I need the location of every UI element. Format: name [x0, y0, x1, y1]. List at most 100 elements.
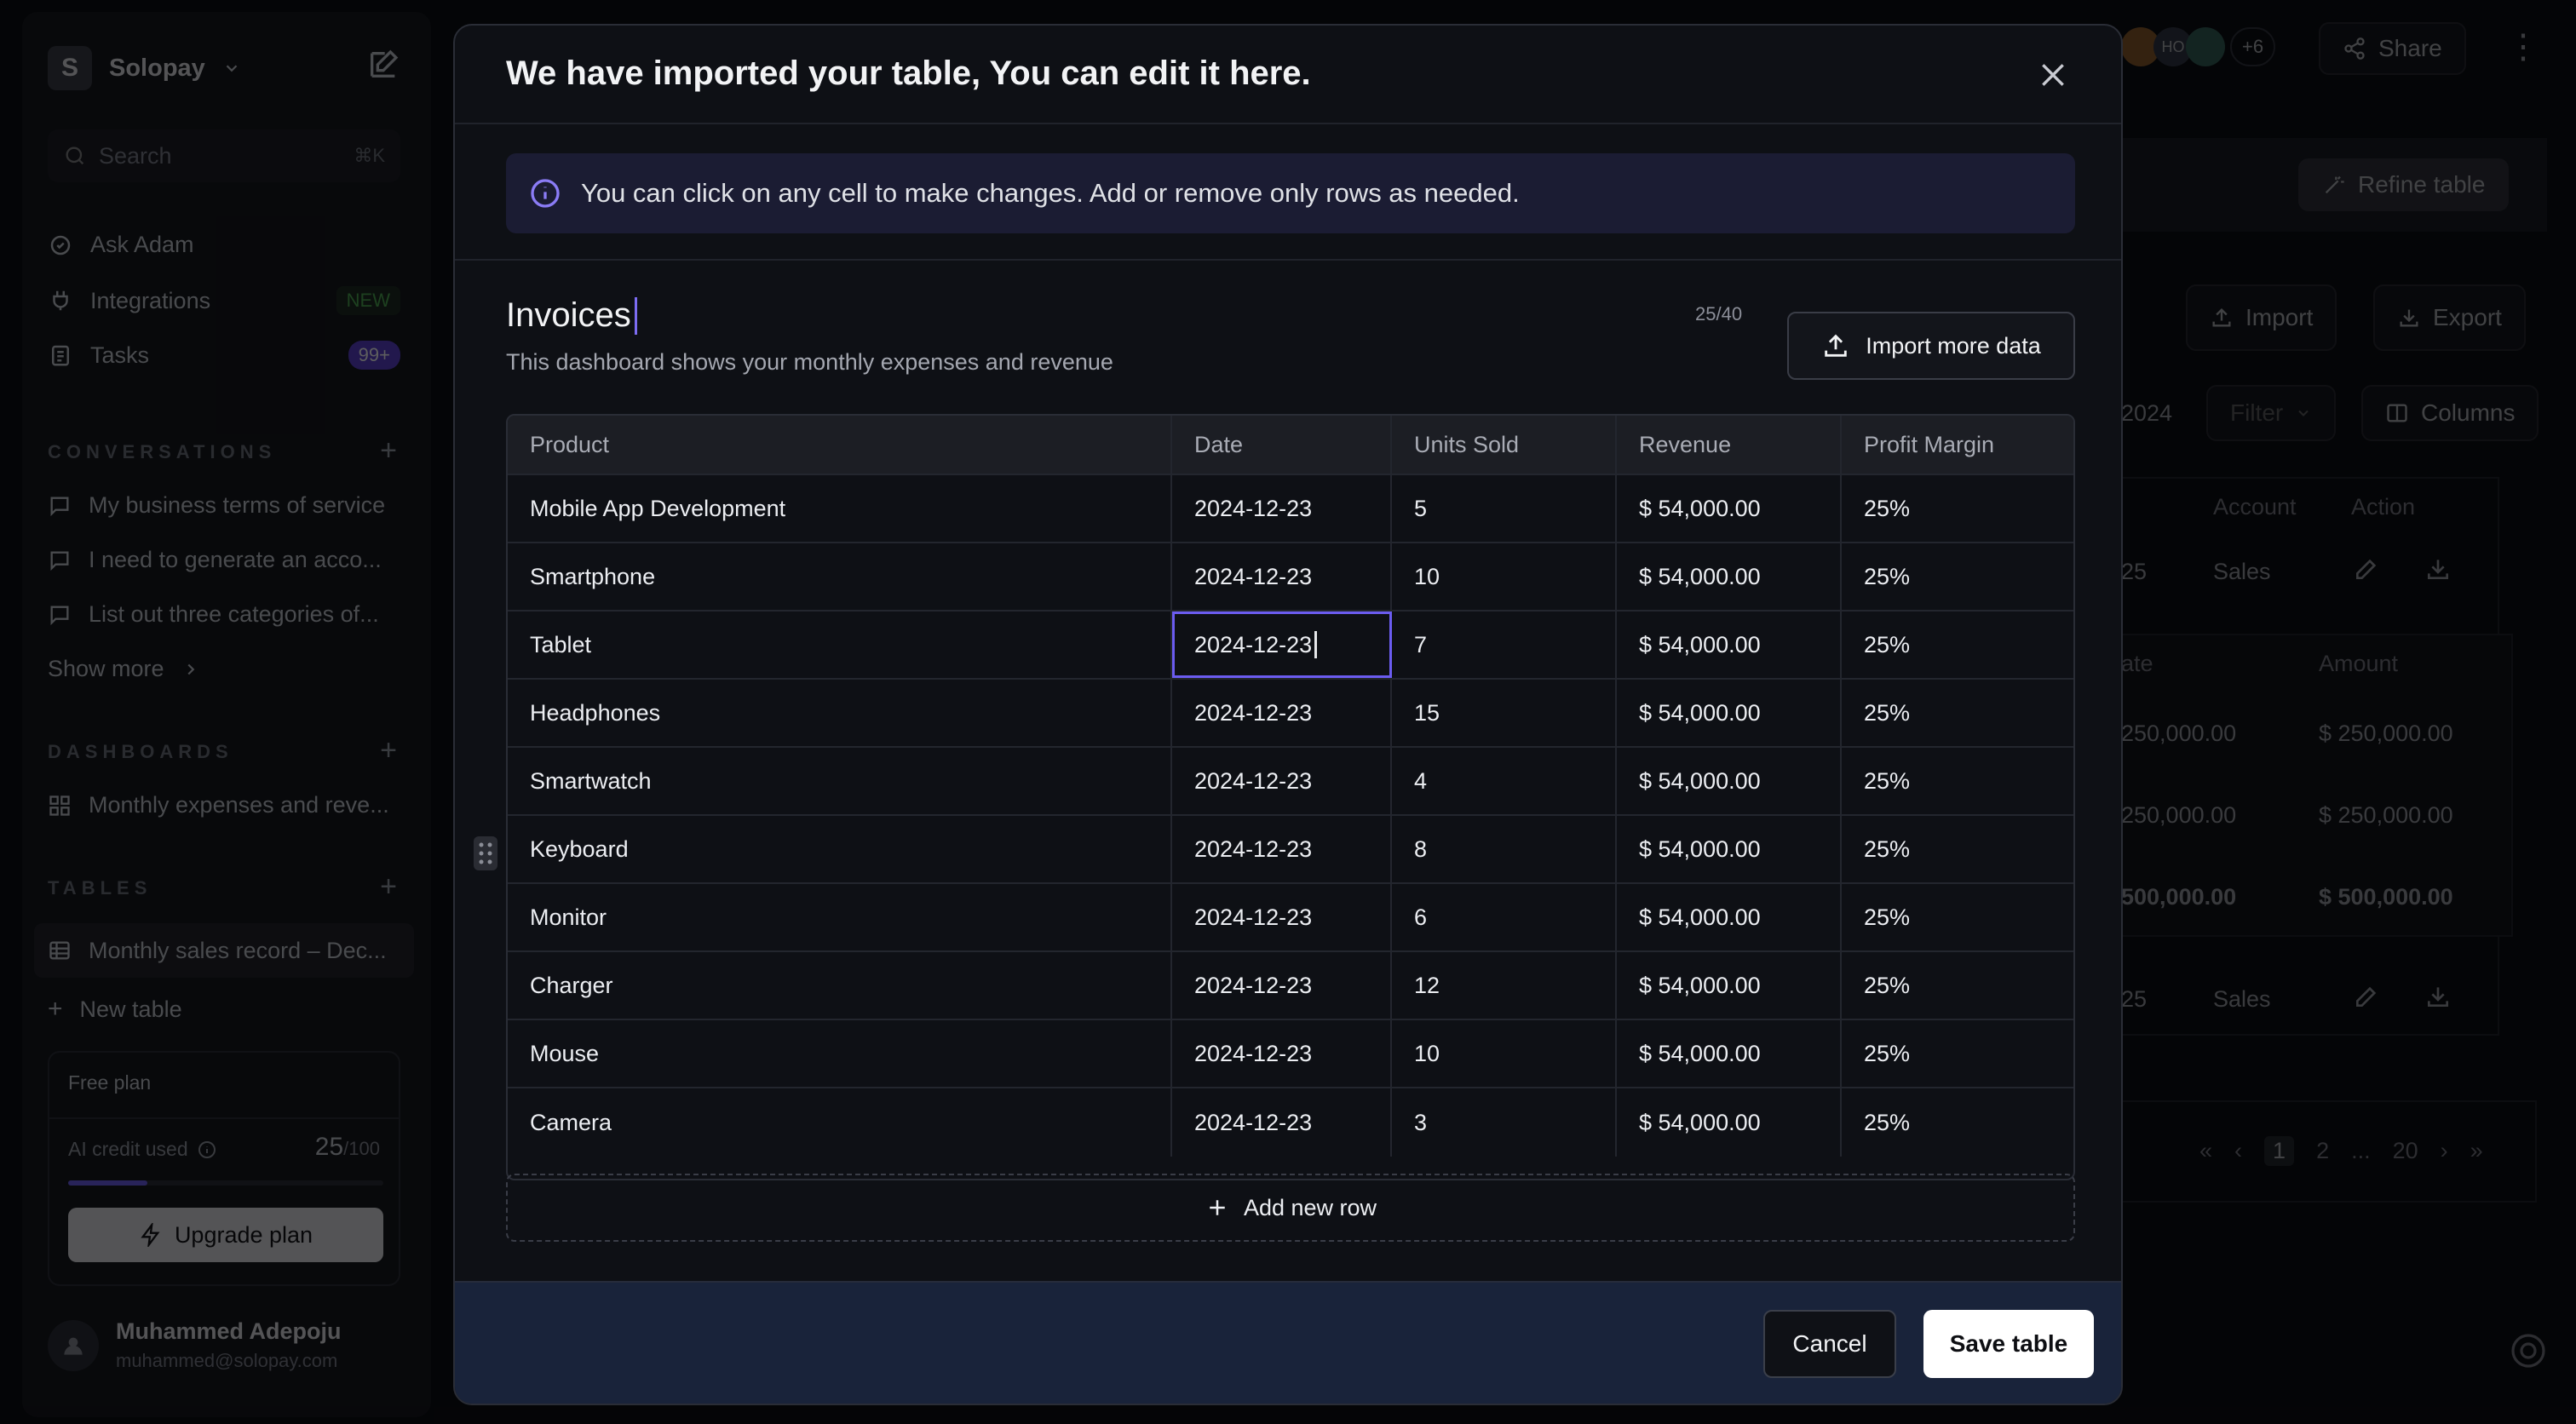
cell-units-sold[interactable]: 12 — [1392, 952, 1617, 1019]
workspace-switcher[interactable]: S Solopay — [48, 46, 241, 90]
table-item-active[interactable]: Monthly sales record – Dec... — [34, 923, 414, 978]
cell-date[interactable]: 2024-12-23 — [1172, 816, 1392, 882]
cell-revenue[interactable]: $ 54,000.00 — [1617, 884, 1842, 950]
cell-units-sold[interactable]: 8 — [1392, 816, 1617, 882]
cell-product[interactable]: Tablet — [508, 612, 1172, 678]
cell-product[interactable]: Camera — [508, 1088, 1172, 1157]
table-description[interactable]: This dashboard shows your monthly expens… — [506, 349, 1113, 375]
cell-profit-margin[interactable]: 25% — [1864, 631, 1911, 657]
cell-product[interactable]: Headphones — [508, 680, 1172, 746]
cell-units-sold[interactable]: 4 — [1392, 748, 1617, 814]
cell-product[interactable]: Keyboard — [508, 816, 1172, 882]
import-button[interactable]: Import — [2186, 284, 2337, 351]
cell-revenue[interactable]: $ 54,000.00 — [1617, 816, 1842, 882]
more-collaborators-badge[interactable]: +6 — [2230, 27, 2276, 66]
column-header: Amount — [2319, 651, 2399, 676]
nav-ask-adam[interactable]: Ask Adam — [48, 232, 194, 258]
avatar — [48, 1319, 99, 1371]
cell-profit-margin[interactable]: 25% — [1864, 835, 1911, 862]
cell-revenue[interactable]: $ 54,000.00 — [1617, 680, 1842, 746]
cell-units-sold[interactable]: 15 — [1392, 680, 1617, 746]
cell-profit-margin[interactable]: 25% — [1864, 495, 1911, 521]
show-more-link[interactable]: Show more — [48, 656, 200, 682]
cell-date-editing[interactable]: 2024-12-23 — [1172, 612, 1392, 678]
refine-table-button[interactable]: Refine table — [2298, 158, 2510, 211]
export-button[interactable]: Export — [2373, 284, 2526, 351]
cell-units-sold[interactable]: 6 — [1392, 884, 1617, 950]
more-options-icon[interactable]: ⋮ — [2506, 28, 2540, 66]
cell-revenue[interactable]: $ 54,000.00 — [1617, 475, 1842, 542]
cell-revenue[interactable]: $ 54,000.00 — [1617, 612, 1842, 678]
cell-product[interactable]: Charger — [508, 952, 1172, 1019]
cell-product[interactable]: Smartphone — [508, 543, 1172, 610]
first-page-icon[interactable]: « — [2199, 1138, 2213, 1163]
cell-profit-margin[interactable]: 25% — [1864, 904, 1911, 930]
cell-date[interactable]: 2024-12-23 — [1172, 1088, 1392, 1157]
columns-button[interactable]: Columns — [2361, 385, 2539, 441]
row-drag-handle-icon[interactable] — [474, 836, 497, 870]
cell-profit-margin[interactable]: 25% — [1864, 1040, 1911, 1066]
cell-units-sold[interactable]: 3 — [1392, 1088, 1617, 1157]
nav-integrations[interactable]: Integrations NEW — [48, 286, 400, 315]
compose-icon[interactable] — [366, 48, 400, 82]
cell-date[interactable]: 2024-12-23 — [1172, 952, 1392, 1019]
cell-revenue[interactable]: $ 54,000.00 — [1617, 1020, 1842, 1087]
page-number[interactable]: 20 — [2392, 1138, 2418, 1163]
cell-units-sold[interactable]: 5 — [1392, 475, 1617, 542]
filter-dropdown[interactable]: Filter — [2206, 385, 2337, 441]
prev-page-icon[interactable]: ‹ — [2234, 1138, 2243, 1163]
search-input[interactable]: Search ⌘K — [48, 129, 400, 182]
cancel-button[interactable]: Cancel — [1763, 1310, 1896, 1378]
share-button[interactable]: Share — [2319, 22, 2466, 75]
date-filter-partial[interactable]: 2024 — [2121, 400, 2173, 426]
add-conversation-icon[interactable]: + — [380, 434, 397, 467]
cell-profit-margin[interactable]: 25% — [1864, 972, 1911, 998]
add-dashboard-icon[interactable]: + — [380, 734, 397, 767]
page-number[interactable]: 2 — [2316, 1138, 2330, 1163]
cell-profit-margin[interactable]: 25% — [1864, 563, 1911, 589]
add-new-row-button[interactable]: Add new row — [506, 1174, 2075, 1242]
help-icon[interactable] — [2508, 1330, 2549, 1371]
new-table-button[interactable]: + New table — [48, 995, 182, 1024]
next-page-icon[interactable]: › — [2440, 1138, 2448, 1163]
table-title-input[interactable]: Invoices — [506, 296, 637, 335]
edit-icon[interactable] — [2353, 555, 2380, 583]
import-more-data-button[interactable]: Import more data — [1787, 312, 2075, 380]
cell-profit-margin[interactable]: 25% — [1864, 699, 1911, 726]
page-number[interactable]: 1 — [2264, 1136, 2295, 1166]
cell-units-sold[interactable]: 10 — [1392, 543, 1617, 610]
cell-profit-margin[interactable]: 25% — [1864, 767, 1911, 794]
cell-date[interactable]: 2024-12-23 — [1172, 543, 1392, 610]
cell-revenue[interactable]: $ 54,000.00 — [1617, 543, 1842, 610]
cell-date[interactable]: 2024-12-23 — [1172, 1020, 1392, 1087]
download-icon[interactable] — [2424, 555, 2452, 583]
cell-product[interactable]: Mobile App Development — [508, 475, 1172, 542]
conversation-item[interactable]: My business terms of service — [48, 492, 385, 519]
cell-profit-margin[interactable]: 25% — [1864, 1109, 1911, 1135]
cell-product[interactable]: Smartwatch — [508, 748, 1172, 814]
edit-icon[interactable] — [2353, 983, 2380, 1010]
add-table-icon[interactable]: + — [380, 870, 397, 903]
nav-label: Tasks — [90, 342, 150, 368]
dashboard-item[interactable]: Monthly expenses and reve... — [48, 792, 389, 818]
upgrade-plan-button[interactable]: Upgrade plan — [68, 1208, 383, 1262]
cell-units-sold[interactable]: 10 — [1392, 1020, 1617, 1087]
cell-revenue[interactable]: $ 54,000.00 — [1617, 748, 1842, 814]
user-profile[interactable]: Muhammed Adepoju muhammed@solopay.com — [48, 1318, 342, 1372]
conversation-item[interactable]: I need to generate an acco... — [48, 547, 382, 573]
close-icon[interactable] — [2033, 55, 2073, 95]
cell-revenue[interactable]: $ 54,000.00 — [1617, 1088, 1842, 1157]
cell-date[interactable]: 2024-12-23 — [1172, 680, 1392, 746]
conversation-item[interactable]: List out three categories of... — [48, 601, 379, 628]
download-icon[interactable] — [2424, 983, 2452, 1010]
cell-date[interactable]: 2024-12-23 — [1172, 884, 1392, 950]
cell-date[interactable]: 2024-12-23 — [1172, 475, 1392, 542]
nav-tasks[interactable]: Tasks 99+ — [48, 341, 400, 370]
save-table-button[interactable]: Save table — [1923, 1310, 2094, 1378]
cell-product[interactable]: Monitor — [508, 884, 1172, 950]
cell-units-sold[interactable]: 7 — [1392, 612, 1617, 678]
cell-date[interactable]: 2024-12-23 — [1172, 748, 1392, 814]
cell-revenue[interactable]: $ 54,000.00 — [1617, 952, 1842, 1019]
cell-product[interactable]: Mouse — [508, 1020, 1172, 1087]
last-page-icon[interactable]: » — [2470, 1138, 2483, 1163]
